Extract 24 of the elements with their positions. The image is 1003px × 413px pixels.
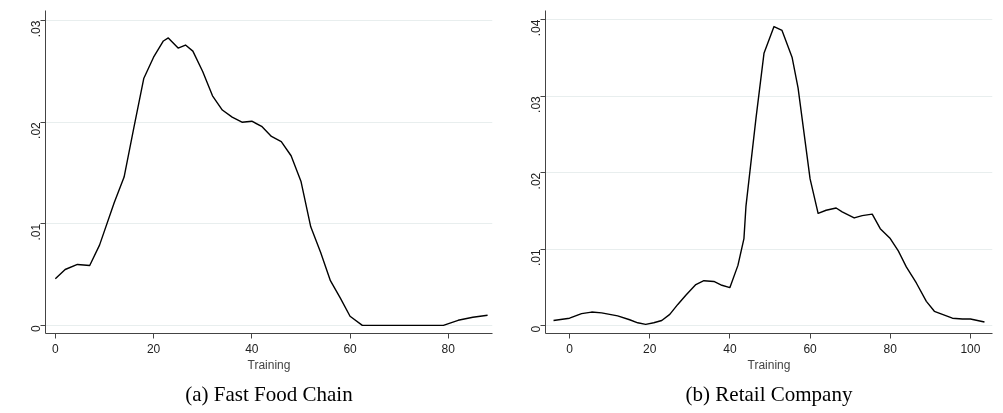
x-tick-label: 40 bbox=[723, 341, 737, 356]
text: (a) Fast Food Chain bbox=[185, 381, 354, 406]
y-tick-label: .02 bbox=[29, 121, 43, 139]
x-tick-label: 0 bbox=[566, 341, 574, 356]
y-tick-label: .01 bbox=[29, 223, 43, 241]
x-tick-label: 80 bbox=[441, 341, 456, 356]
x-tick-label: 60 bbox=[803, 341, 818, 356]
y-tick-label: .01 bbox=[529, 248, 543, 266]
x-tick-label: 20 bbox=[146, 341, 161, 356]
x-tick-label: 80 bbox=[883, 341, 898, 356]
x-tick-label: 100 bbox=[960, 341, 981, 356]
x-tick-label: 20 bbox=[643, 341, 657, 356]
x-tick-label: 60 bbox=[343, 341, 358, 356]
x-tick-label: 40 bbox=[245, 341, 259, 356]
y-tick-label: .02 bbox=[529, 172, 543, 190]
y-tick-label: .03 bbox=[529, 95, 543, 113]
text: (b) Retail Company bbox=[685, 381, 853, 406]
y-tick-label: 0 bbox=[29, 325, 43, 333]
y-tick-label: 0 bbox=[529, 325, 543, 333]
y-tick-label: .03 bbox=[29, 20, 43, 38]
x-axis-title: Training bbox=[747, 357, 791, 372]
y-tick-label: .04 bbox=[529, 19, 543, 37]
x-tick-label: 0 bbox=[51, 341, 59, 356]
x-axis-title: Training bbox=[247, 357, 291, 372]
